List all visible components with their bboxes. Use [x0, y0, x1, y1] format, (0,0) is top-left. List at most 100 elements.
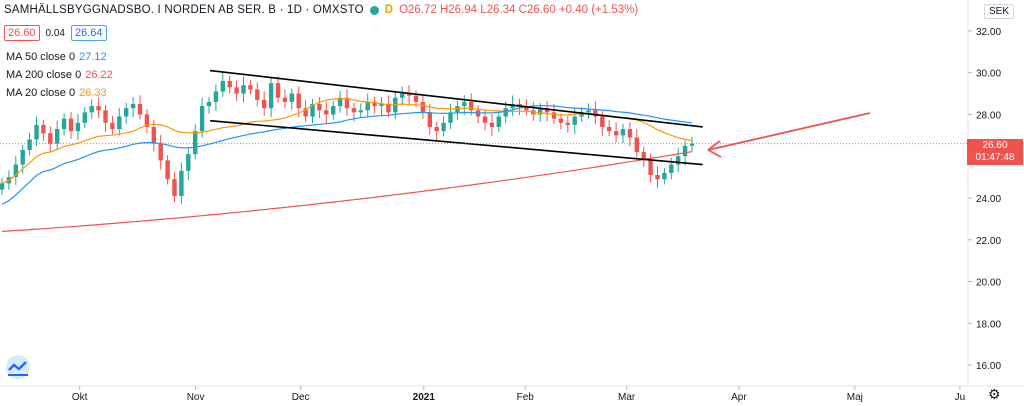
x-tick-label: Dec [292, 392, 310, 403]
candle [41, 124, 46, 134]
candle [551, 112, 557, 119]
bar-countdown: 01:47:48 [975, 152, 1015, 163]
candle [151, 126, 156, 144]
y-tick-label: 28.00 [976, 110, 1001, 121]
indicator-ma200[interactable]: MA 200 close 0 26.22 [6, 69, 113, 81]
candle [358, 110, 363, 113]
candle [75, 122, 81, 132]
candle [420, 101, 426, 113]
candle [20, 149, 25, 165]
candle [648, 160, 653, 176]
candle [689, 143, 695, 146]
bid-ask-row: 26.60 0.04 26.64 [4, 25, 107, 41]
x-tick-label: Mar [618, 392, 636, 403]
candle [372, 101, 377, 107]
candle [55, 129, 60, 144]
candle [386, 104, 391, 113]
candle [413, 95, 419, 102]
settings-gear-icon[interactable]: ⚙ [988, 386, 1001, 402]
badge-d-icon: D [384, 4, 394, 16]
candle [344, 97, 350, 109]
x-tick-label: Apr [731, 392, 747, 403]
x-tick-label: Okt [72, 392, 88, 403]
candle [682, 145, 688, 157]
candle [427, 112, 432, 127]
candle [206, 101, 212, 107]
channel-upper-line [209, 69, 703, 128]
annotation-arrowhead [707, 140, 722, 158]
y-tick-label: 20.00 [976, 278, 1001, 289]
candle [441, 122, 446, 132]
candle [331, 106, 336, 115]
ma20-line [1, 97, 693, 184]
last-price-label: 26.60 01:47:48 [967, 139, 1023, 165]
candle [572, 116, 577, 125]
candle [248, 85, 253, 90]
candle [434, 126, 439, 132]
indicator-value: 27.12 [79, 51, 107, 63]
candle [172, 179, 177, 196]
candle [137, 104, 143, 115]
candle [220, 81, 225, 92]
candle [186, 154, 191, 171]
candle [303, 108, 308, 117]
candle [289, 93, 294, 102]
candle [524, 106, 529, 111]
candle [558, 118, 564, 123]
candle [379, 104, 384, 107]
y-tick-label: 32.00 [976, 27, 1001, 38]
candle [89, 106, 94, 113]
candle [227, 81, 232, 88]
candle [406, 93, 412, 96]
candle [48, 133, 53, 144]
candle [82, 112, 87, 123]
candle [199, 106, 205, 132]
indicator-label: MA 50 close 0 [6, 51, 76, 63]
candle [351, 108, 357, 113]
sell-button[interactable]: 26.60 [4, 25, 40, 41]
candle [503, 108, 508, 117]
candle [213, 91, 219, 102]
candle [262, 99, 267, 109]
candle [0, 183, 5, 190]
candle [103, 110, 108, 123]
chart-header: SAMHÄLLSBYGGNADSBO. I NORDEN AB SER. B ·… [4, 4, 638, 16]
candle [496, 116, 501, 127]
y-tick-label: 18.00 [976, 319, 1001, 330]
indicator-label: MA 20 close 0 [6, 87, 76, 99]
candle [655, 175, 660, 180]
candle [565, 122, 570, 125]
indicator-ma20[interactable]: MA 20 close 0 26.33 [6, 87, 107, 99]
candle [193, 131, 198, 155]
candle [669, 164, 674, 173]
candle [61, 118, 67, 130]
candle [337, 97, 343, 107]
candle [296, 93, 301, 109]
candle [179, 170, 184, 196]
symbol-title[interactable]: SAMHÄLLSBYGGNADSBO. I NORDEN AB SER. B ·… [4, 4, 364, 16]
candle [600, 116, 605, 127]
currency-button[interactable]: SEK [984, 4, 1015, 19]
candle [448, 112, 453, 123]
candle [13, 164, 18, 178]
candle [275, 83, 281, 98]
candle [255, 89, 260, 100]
candle [400, 93, 405, 98]
buy-button[interactable]: 26.64 [71, 25, 107, 41]
candle [268, 83, 274, 109]
candle [627, 129, 633, 138]
candle [234, 87, 239, 94]
channel-lower-line [210, 119, 703, 166]
candle [613, 131, 619, 136]
tradingview-logo-icon[interactable] [6, 355, 30, 379]
indicator-ma50[interactable]: MA 50 close 0 27.12 [6, 51, 107, 63]
candle [165, 160, 170, 180]
candle [482, 116, 488, 123]
candle [662, 172, 667, 180]
market-status-icon [369, 5, 379, 15]
candle [27, 139, 32, 150]
candle [68, 118, 74, 132]
candle [538, 108, 543, 115]
last-price: 26.60 [982, 140, 1008, 151]
